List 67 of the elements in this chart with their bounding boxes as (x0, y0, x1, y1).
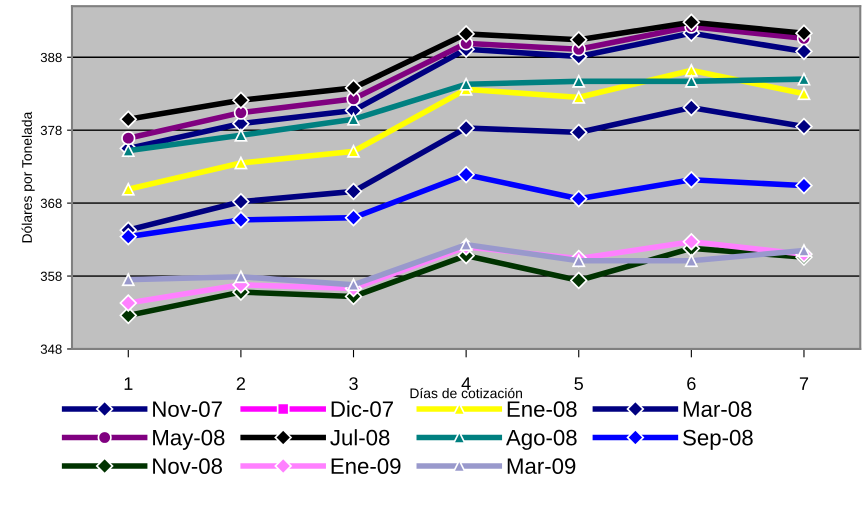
point (347, 112, 360, 126)
point (234, 128, 248, 142)
point (684, 254, 698, 268)
point (457, 25, 475, 43)
point (234, 270, 248, 284)
legend-label: May-08 (153, 430, 224, 450)
point (122, 182, 135, 196)
point (460, 238, 473, 252)
x-tick-label: 2 (236, 377, 246, 390)
legend-label: Jul-08 (330, 429, 390, 446)
x-tick-label: 5 (574, 377, 584, 390)
point (795, 176, 813, 194)
legend-label: Ago-08 (506, 430, 577, 450)
point (684, 64, 698, 77)
point (684, 74, 698, 88)
point (232, 192, 250, 210)
legend-label: Ene-08 (508, 401, 577, 417)
point (682, 171, 700, 188)
x-tick-label: 7 (800, 377, 808, 390)
point (682, 14, 700, 31)
point (120, 110, 137, 128)
x-tick-label: 6 (687, 377, 696, 390)
legend-label: Sep-08 (683, 430, 753, 450)
x-axis-title: Días de cotización (410, 388, 522, 398)
point (232, 92, 250, 109)
point (570, 272, 588, 290)
point (682, 233, 700, 250)
point (570, 124, 588, 142)
y-tick-label: 348 (40, 344, 62, 354)
point (570, 190, 588, 208)
legend-label: Nov-07 (153, 401, 222, 417)
y-tick-label: 378 (40, 126, 62, 136)
x-tick-label: 1 (124, 377, 132, 390)
point (795, 24, 813, 42)
x-tick-label: 3 (349, 377, 358, 390)
y-tick-label: 368 (40, 198, 62, 208)
legend-label: Nov-08 (153, 458, 222, 474)
y-tick-label: 358 (40, 272, 62, 281)
x-tick-label: 4 (462, 377, 471, 390)
point (682, 98, 700, 116)
legend-label: Mar-08 (684, 401, 752, 417)
point (572, 74, 586, 88)
legend-label: Mar-09 (508, 458, 576, 474)
point (344, 209, 362, 226)
point (347, 144, 360, 158)
point (798, 72, 810, 86)
point (344, 182, 362, 200)
y-tick-label: 388 (40, 52, 62, 62)
point (795, 42, 813, 60)
y-axis-title: Dólares por Tonelada (22, 112, 35, 242)
point (121, 131, 136, 146)
point (122, 273, 135, 286)
point (232, 211, 250, 229)
point (795, 118, 813, 136)
point (344, 79, 362, 97)
point (572, 90, 586, 104)
point (120, 294, 137, 312)
point (234, 106, 248, 120)
point (457, 166, 475, 184)
legend-label: Dic-07 (332, 400, 393, 417)
point (120, 228, 137, 246)
point (457, 119, 475, 137)
point (798, 87, 810, 100)
point (460, 78, 473, 91)
point (570, 31, 588, 48)
legend-label: Ene-09 (332, 458, 400, 474)
point (234, 156, 248, 170)
